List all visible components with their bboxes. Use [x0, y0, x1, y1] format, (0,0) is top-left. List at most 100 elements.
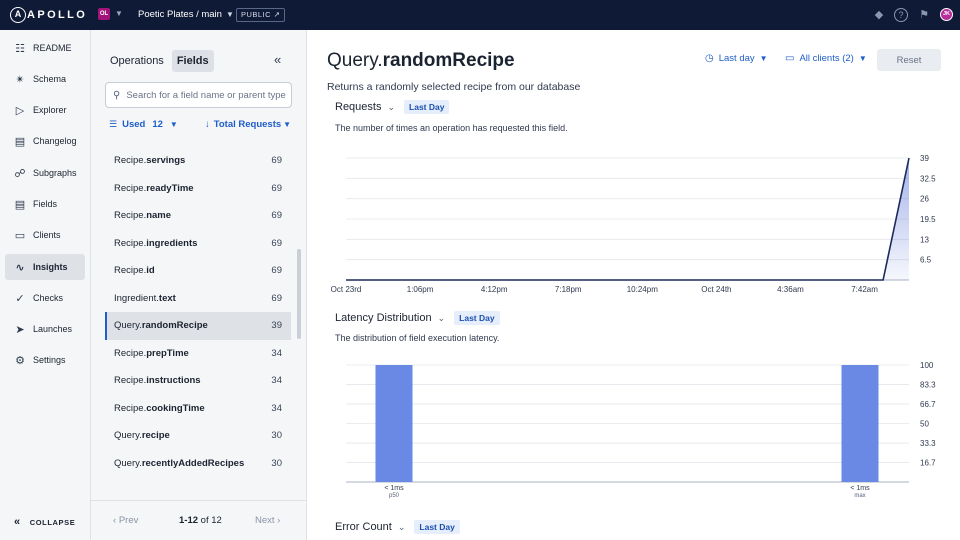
graph-icon[interactable]: ◆	[874, 9, 884, 21]
field-name: recentlyAddedRecipes	[141, 457, 245, 469]
field-name: randomRecipe	[141, 320, 208, 332]
next-label: Next	[255, 515, 275, 526]
apollo-logo[interactable]: A APOLLO	[10, 7, 87, 23]
field-row[interactable]: Recipe.id 69	[105, 257, 291, 285]
chevron-down-icon: ▼	[858, 54, 867, 63]
user-avatar[interactable]: JK	[940, 8, 953, 21]
clients-dropdown[interactable]: ▭ All clients (2) ▼	[785, 53, 867, 64]
requests-y-tick-label: 6.5	[920, 256, 932, 265]
double-chevron-left-icon: «	[14, 516, 21, 528]
nav-item-launches[interactable]: ➤ Launches	[5, 316, 85, 342]
field-row-name: Recipe.id	[114, 265, 155, 276]
field-name: text	[158, 292, 176, 304]
field-row[interactable]: Query.recentlyAddedRecipes 30	[105, 450, 291, 478]
nav-item-schema[interactable]: ✴ Schema	[5, 66, 85, 92]
nav-item-changelog[interactable]: ▤ Changelog	[5, 128, 85, 154]
latency-chevron-down-icon[interactable]: ⌄	[437, 312, 446, 323]
field-request-count: 69	[271, 210, 282, 222]
latency-bar	[375, 365, 413, 482]
field-row[interactable]: Recipe.name 69	[105, 202, 291, 230]
filter-icon: ☰	[109, 119, 118, 129]
field-name: readyTime	[146, 182, 194, 194]
nav-item-explorer[interactable]: ▷ Explorer	[5, 97, 85, 123]
field-name: ingredients	[146, 237, 198, 249]
nav-item-settings[interactable]: ⚙ Settings	[5, 347, 85, 373]
prev-page-button[interactable]: ‹ Prev	[113, 515, 139, 526]
requests-chart: 39 32.5 26 19.5 13 6.5 Oct 23rd 1:06pm 4:12pm 7:1…	[331, 154, 936, 294]
nav-item-insights[interactable]: ∿ Insights	[5, 254, 85, 280]
error-count-chevron-down-icon[interactable]: ⌄	[397, 521, 406, 532]
used-filter-dropdown[interactable]: ☰ Used 12 ▼	[109, 119, 178, 130]
next-page-button[interactable]: Next ›	[255, 515, 281, 526]
collapse-panel-icon[interactable]: «	[274, 52, 282, 67]
announcement-icon[interactable]: ⚑	[919, 9, 929, 21]
checks-icon: ✓	[15, 292, 25, 305]
field-row[interactable]: Recipe.cookingTime 34	[105, 395, 291, 423]
requests-chevron-down-icon[interactable]: ⌄	[387, 101, 396, 112]
sort-dropdown[interactable]: ↓ Total Requests ▼	[205, 119, 291, 130]
requests-x-tick-label: Oct 24th	[701, 285, 731, 294]
nav-item-fields[interactable]: ▤ Fields	[5, 191, 85, 217]
nav-label: Launches	[33, 324, 73, 334]
field-search-input[interactable]	[126, 89, 287, 101]
public-badge[interactable]: PUBLIC ↗	[236, 8, 286, 22]
nav-label: Explorer	[33, 105, 67, 115]
field-row-name: Ingredient.text	[114, 293, 176, 304]
field-row[interactable]: Query.recipe 30	[105, 422, 291, 450]
field-row[interactable]: Recipe.instructions 34	[105, 367, 291, 395]
title-type: Query.	[327, 50, 383, 71]
field-row-name: Recipe.servings	[114, 155, 185, 166]
graph-name-label: Poetic Plates / main	[138, 9, 222, 20]
field-row[interactable]: Ingredient.text 69	[105, 285, 291, 313]
field-row[interactable]: Recipe.servings 69	[105, 147, 291, 175]
field-parent-type: Recipe.	[114, 375, 147, 387]
field-request-count: 34	[271, 347, 282, 359]
tab-operations[interactable]: Operations	[110, 55, 164, 67]
nav-label: Schema	[33, 74, 67, 84]
field-name: prepTime	[146, 347, 189, 359]
graph-variant-selector[interactable]: Poetic Plates / main ▼	[138, 9, 234, 20]
latency-bar	[841, 365, 879, 482]
pagination: ‹ Prev 1-12 of 12 Next ›	[91, 500, 307, 540]
reset-button[interactable]: Reset	[877, 49, 941, 71]
help-icon[interactable]: ?	[894, 8, 908, 22]
chevron-down-icon: ▼	[169, 120, 178, 129]
collapse-nav-button[interactable]: « COLLAPSE	[14, 516, 75, 528]
latency-x-tick-label: < 1ms	[384, 485, 404, 492]
used-filter-label: Used	[122, 119, 146, 130]
field-row[interactable]: Recipe.ingredients 69	[105, 230, 291, 258]
field-list-panel: Operations Fields « ⚲ ☰ Used 12 ▼ ↓ Tota…	[91, 30, 307, 540]
field-request-count: 69	[271, 237, 282, 249]
page-range-current: 1-12	[179, 515, 199, 526]
field-name: servings	[146, 155, 186, 167]
nav-label: Clients	[33, 230, 61, 240]
field-row[interactable]: Recipe.readyTime 69	[105, 175, 291, 203]
title-field: randomRecipe	[382, 50, 515, 71]
time-range-dropdown[interactable]: ◷ Last day ▼	[705, 53, 768, 64]
clock-icon: ◷	[705, 53, 714, 64]
nav-item-checks[interactable]: ✓ Checks	[5, 285, 85, 311]
launches-icon: ➤	[15, 323, 25, 336]
field-row-name: Recipe.instructions	[114, 375, 201, 386]
field-row[interactable]: Recipe.prepTime 34	[105, 340, 291, 368]
field-row-name: Recipe.prepTime	[114, 348, 189, 359]
settings-icon: ⚙	[15, 354, 25, 367]
field-row-name: Recipe.name	[114, 210, 171, 221]
org-avatar[interactable]: OL	[98, 8, 110, 20]
explorer-icon: ▷	[15, 104, 25, 117]
field-parent-type: Query.	[114, 430, 142, 442]
error-count-title: Error Count	[335, 521, 392, 533]
field-row-name: Query.recipe	[114, 430, 170, 441]
apollo-logo-ring: A	[10, 7, 26, 23]
field-list-scrollbar[interactable]	[297, 249, 301, 339]
nav-item-readme[interactable]: ☷ README	[5, 35, 85, 61]
nav-item-subgraphs[interactable]: ☍ Subgraphs	[5, 160, 85, 186]
chevron-down-icon: ▼	[283, 120, 292, 129]
org-chevron-down-icon[interactable]: ▼	[115, 9, 123, 18]
requests-x-tick-label: 10:24pm	[627, 285, 658, 294]
apollo-logo-text: APOLLO	[27, 9, 88, 21]
tab-fields[interactable]: Fields	[171, 50, 214, 72]
requests-y-tick-label: 39	[920, 154, 929, 163]
nav-item-clients[interactable]: ▭ Clients	[5, 222, 85, 248]
field-row[interactable]: Query.randomRecipe 39	[105, 312, 291, 340]
